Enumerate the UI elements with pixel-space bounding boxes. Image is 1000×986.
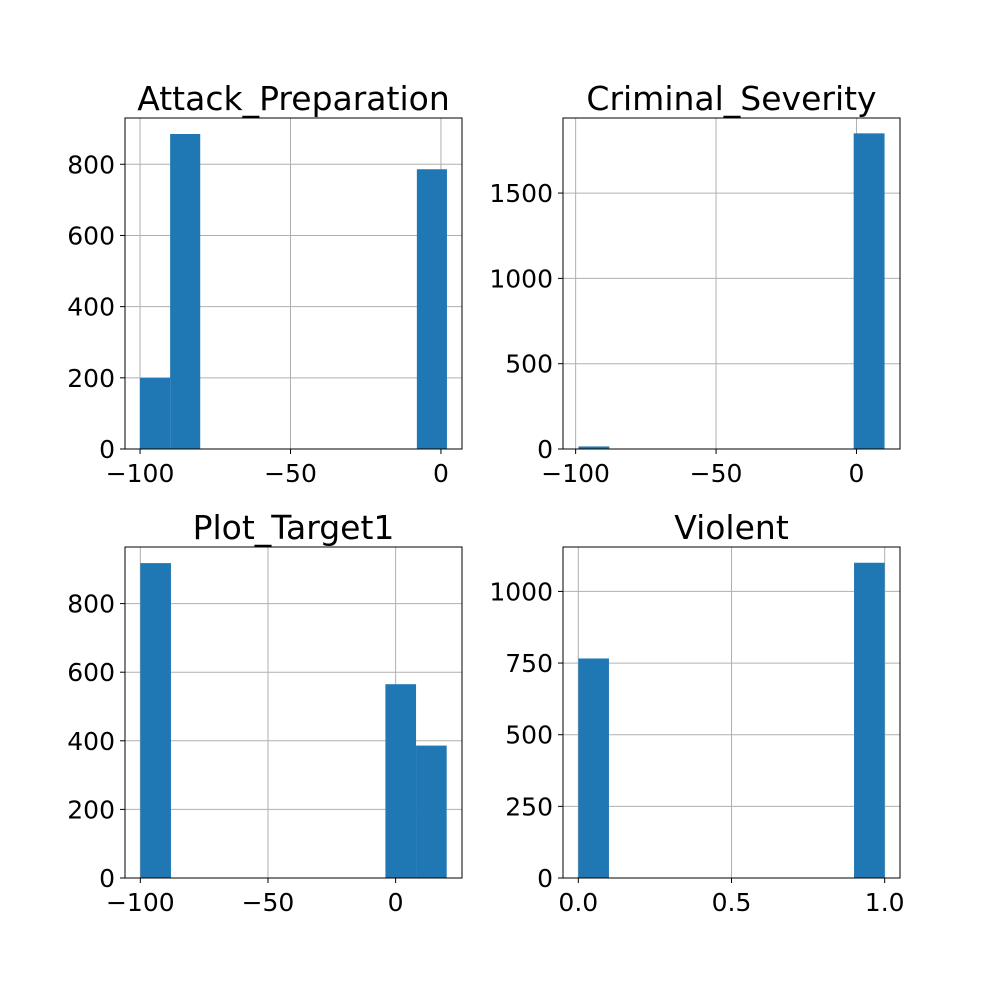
x-tick-label: 0.0: [558, 888, 598, 917]
subplot-title-plot-target1: Plot_Target1: [193, 508, 395, 547]
histogram-bar: [853, 133, 885, 450]
subplot-title-violent: Violent: [674, 508, 789, 547]
x-tick-label: 0: [849, 459, 865, 488]
y-tick-label: 400: [67, 293, 115, 322]
histogram-bar: [140, 377, 171, 449]
histogram-bar: [578, 658, 609, 878]
subplot-criminal-severity: −100 −50 0 0 500 1000 1500 Criminal_Severity: [489, 79, 901, 488]
histogram-bar: [854, 562, 885, 878]
x-tick-label: 0: [433, 459, 449, 488]
subplot-title-attack-preparation: Attack_Preparation: [137, 79, 450, 118]
y-tick-label: 200: [67, 364, 115, 393]
y-tick-label: 250: [505, 792, 553, 821]
axes-frame: [562, 117, 901, 450]
y-tick-label: 1000: [489, 577, 553, 606]
histogram-bar: [578, 446, 610, 449]
histogram-bar: [416, 169, 447, 449]
x-tick-label: −50: [242, 888, 295, 917]
y-tick-label: 0: [537, 864, 553, 893]
x-tick-label: −100: [106, 459, 175, 488]
y-tick-label: 800: [67, 590, 115, 619]
axes-frame: [124, 546, 463, 879]
y-tick-label: 0: [99, 435, 115, 464]
subplot-plot-target1: −100 −50 0 0 200 400 600 800 Plot_Target1: [67, 508, 463, 917]
y-tick-label: 400: [67, 727, 115, 756]
x-tick-label: 0: [388, 888, 404, 917]
subplot-attack-preparation: −100 −50 0 0 200 400 600 800 Attack_Preparation: [67, 79, 463, 488]
histogram-bar: [170, 134, 201, 450]
subplot-violent: 0.0 0.5 1.0 0 250 500 750 1000 Violent: [489, 508, 904, 917]
histogram-bar: [385, 684, 417, 878]
y-tick-label: 500: [505, 721, 553, 750]
y-tick-label: 500: [505, 350, 553, 379]
x-tick-label: 0.5: [712, 888, 752, 917]
y-tick-label: 1500: [489, 179, 553, 208]
subplot-title-criminal-severity: Criminal_Severity: [586, 79, 876, 118]
x-tick-label: −100: [541, 459, 610, 488]
x-tick-label: 1.0: [865, 888, 905, 917]
histogram-bar: [416, 745, 447, 878]
axes-frame: [124, 117, 463, 450]
y-tick-label: 600: [67, 658, 115, 687]
y-tick-label: 1000: [489, 264, 553, 293]
x-tick-label: −50: [690, 459, 743, 488]
histogram-bar: [140, 563, 171, 878]
y-tick-label: 750: [505, 649, 553, 678]
y-tick-label: 200: [67, 795, 115, 824]
y-tick-label: 600: [67, 221, 115, 250]
y-tick-label: 800: [67, 150, 115, 179]
x-tick-label: −50: [264, 459, 317, 488]
y-tick-label: 0: [537, 435, 553, 464]
y-tick-label: 0: [99, 864, 115, 893]
x-tick-label: −100: [106, 888, 175, 917]
